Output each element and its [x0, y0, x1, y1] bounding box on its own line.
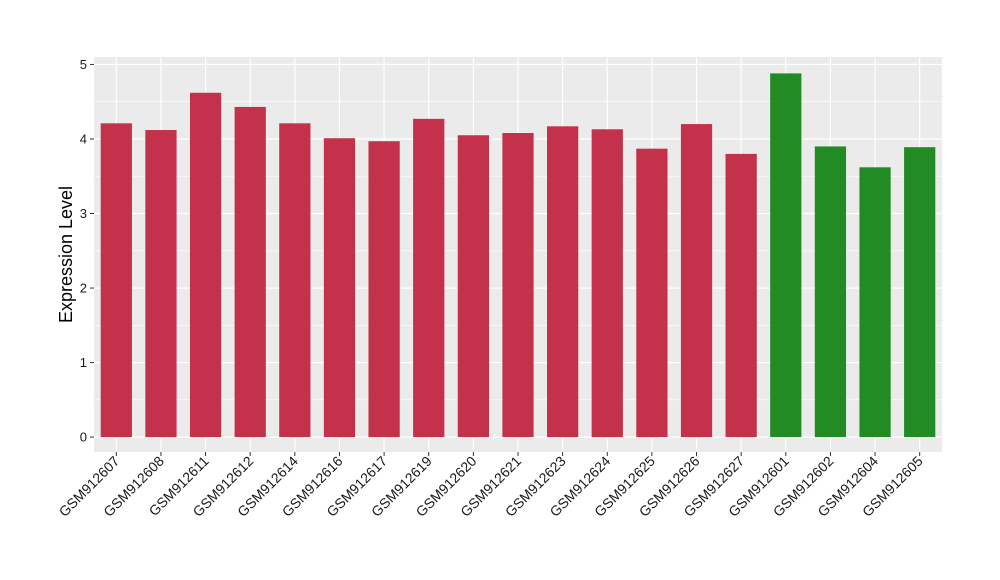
- bar-GSM912627: [725, 153, 757, 438]
- y-tick-label: 2: [80, 281, 87, 296]
- bar-GSM912607: [100, 123, 132, 438]
- bar-GSM912614: [279, 123, 311, 438]
- bar-GSM912608: [145, 130, 177, 438]
- bar-GSM912605: [904, 147, 936, 438]
- bar-GSM912626: [680, 124, 713, 438]
- y-tick-label: 3: [80, 206, 87, 221]
- bar-GSM912617: [368, 141, 400, 438]
- y-tick-label: 0: [80, 430, 87, 445]
- y-tick-label: 4: [80, 131, 87, 146]
- bar-GSM912623: [547, 126, 579, 438]
- bar-GSM912621: [502, 133, 534, 438]
- bar-GSM912619: [413, 118, 445, 438]
- y-tick-label: 5: [80, 57, 87, 72]
- y-tick-label: 1: [80, 355, 87, 370]
- bar-GSM912625: [636, 148, 668, 438]
- bar-GSM912611: [189, 92, 222, 438]
- bar-GSM912616: [323, 138, 356, 438]
- bar-GSM912604: [859, 167, 891, 438]
- bar-GSM912602: [814, 146, 847, 438]
- y-axis: 0 1 2 3 4 5: [80, 57, 94, 445]
- bar-GSM912624: [591, 129, 623, 438]
- bar-GSM912620: [457, 135, 489, 438]
- y-axis-title: Expression Level: [56, 186, 76, 323]
- bar-GSM912612: [234, 106, 266, 438]
- bars: [100, 73, 936, 438]
- bar-GSM912601: [770, 73, 802, 438]
- x-axis: GSM912607GSM912608GSM912611GSM912612GSM9…: [56, 452, 926, 520]
